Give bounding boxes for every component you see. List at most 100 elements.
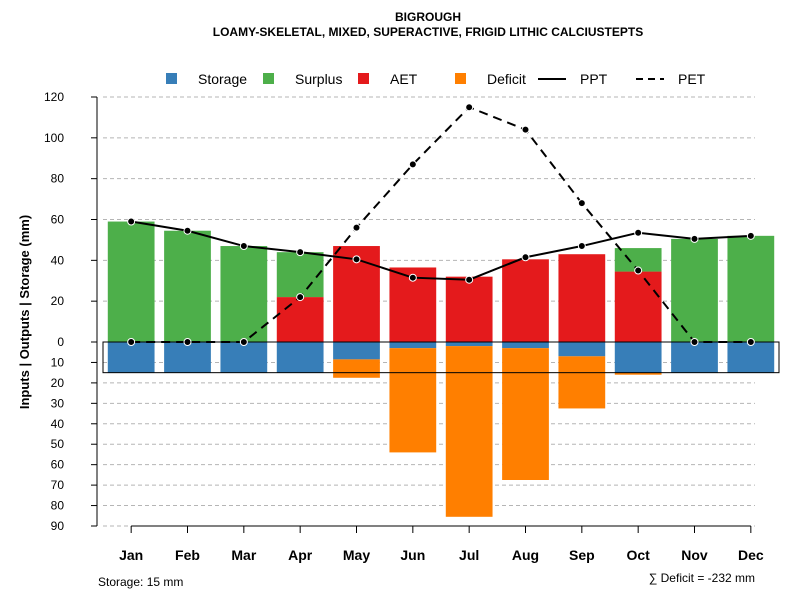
storage-bar-apr xyxy=(276,342,324,373)
ppt-point-oct xyxy=(634,228,643,237)
pet-point-aug xyxy=(521,125,530,134)
x-tick-label-jan: Jan xyxy=(119,547,143,563)
x-tick-label-feb: Feb xyxy=(175,547,200,563)
y-tick-label: 70 xyxy=(51,478,65,492)
pet-point-apr xyxy=(296,293,305,302)
deficit-bar-jun xyxy=(389,348,437,453)
y-tick-label: 40 xyxy=(51,417,65,431)
legend-swatch-storage xyxy=(166,73,177,84)
y-tick-label: 30 xyxy=(51,396,65,410)
legend-label-storage: Storage xyxy=(198,71,247,87)
pet-point-jul xyxy=(465,103,474,112)
surplus-bar-dec xyxy=(727,235,775,342)
ppt-point-jan xyxy=(127,217,136,226)
deficit-bar-jul xyxy=(445,346,493,517)
storage-bar-may xyxy=(333,342,380,360)
aet-bar-apr xyxy=(276,297,324,342)
legend-label-ppt: PPT xyxy=(580,71,608,87)
storage-bar-sep xyxy=(558,342,606,357)
surplus-bar-apr xyxy=(276,252,324,298)
legend-label-pet: PET xyxy=(678,71,706,87)
legend-swatch-deficit xyxy=(455,73,466,84)
pet-point-jan xyxy=(127,338,136,346)
y-tick-label: 80 xyxy=(51,499,65,513)
legend: Storage Surplus AET Deficit PPT PET xyxy=(166,71,706,87)
y-tick-label: 100 xyxy=(44,131,64,145)
y-tick-label: 80 xyxy=(51,172,65,186)
aet-bar-oct xyxy=(614,271,662,342)
storage-bar-mar xyxy=(220,342,268,373)
aet-bar-aug xyxy=(502,259,549,342)
legend-label-deficit: Deficit xyxy=(487,71,526,87)
storage-bar-jan xyxy=(107,342,155,373)
chart-title: BIGROUGH xyxy=(395,10,461,24)
storage-bar-nov xyxy=(671,342,718,373)
surplus-bar-feb xyxy=(164,230,211,342)
aet-bar-jul xyxy=(445,276,493,342)
storage-note: Storage: 15 mm xyxy=(98,575,183,589)
series-lines xyxy=(127,103,755,346)
legend-swatch-surplus xyxy=(263,73,274,84)
ppt-point-mar xyxy=(239,242,248,251)
x-tick-label-nov: Nov xyxy=(681,547,708,563)
y-tick-label: 0 xyxy=(57,335,64,349)
ppt-point-nov xyxy=(690,234,699,243)
pet-point-jun xyxy=(408,160,417,169)
surplus-bar-mar xyxy=(220,246,268,342)
pet-point-may xyxy=(352,223,361,232)
aet-bar-sep xyxy=(558,254,606,342)
ppt-point-apr xyxy=(296,248,305,257)
pet-point-feb xyxy=(183,338,192,346)
x-tick-label-dec: Dec xyxy=(738,547,764,563)
y-tick-label: 40 xyxy=(51,253,65,267)
x-tick-label-jun: Jun xyxy=(400,547,425,563)
x-tick-label-jul: Jul xyxy=(459,547,479,563)
pet-point-sep xyxy=(577,199,586,208)
ppt-point-dec xyxy=(746,231,755,240)
x-tick-label-sep: Sep xyxy=(569,547,595,563)
deficit-bar-may xyxy=(333,359,380,378)
y-axis-label: Inputs | Outputs | Storage (mm) xyxy=(17,215,32,409)
legend-label-surplus: Surplus xyxy=(295,71,342,87)
ppt-point-jun xyxy=(408,273,417,282)
pet-point-nov xyxy=(690,338,699,346)
storage-bar-jun xyxy=(389,342,437,349)
y-tick-label: 60 xyxy=(51,458,65,472)
x-tick-label-aug: Aug xyxy=(512,547,539,563)
storage-bar-aug xyxy=(502,342,549,349)
pet-point-oct xyxy=(634,266,643,275)
y-tick-label: 20 xyxy=(51,294,65,308)
storage-bar-oct xyxy=(614,342,662,373)
ppt-point-jul xyxy=(465,275,474,284)
deficit-bar-sep xyxy=(558,356,606,409)
surplus-bar-jan xyxy=(107,221,155,342)
ppt-point-feb xyxy=(183,226,192,235)
ppt-line xyxy=(131,220,751,281)
legend-label-aet: AET xyxy=(390,71,418,87)
y-tick-label: 120 xyxy=(44,90,64,104)
pet-point-mar xyxy=(239,338,248,346)
legend-swatch-aet xyxy=(358,73,369,84)
ppt-point-sep xyxy=(577,242,586,251)
deficit-bar-aug xyxy=(502,348,549,480)
chart-subtitle: LOAMY-SKELETAL, MIXED, SUPERACTIVE, FRIG… xyxy=(213,25,643,39)
y-tick-label: 60 xyxy=(51,213,65,227)
x-tick-label-may: May xyxy=(343,547,370,563)
storage-capacity-box xyxy=(102,341,780,374)
axes: 0 20 40 60 80 100 120 10 20 30 40 50 60 70 80 90 Jan Feb M… xyxy=(44,90,764,563)
x-tick-label-oct: Oct xyxy=(626,547,650,563)
y-tick-label: 10 xyxy=(51,355,65,369)
y-tick-label: 20 xyxy=(51,376,65,390)
surplus-bar-nov xyxy=(671,238,718,342)
ppt-point-aug xyxy=(521,253,530,262)
deficit-bar-oct xyxy=(614,372,662,375)
bars xyxy=(102,221,780,517)
storage-bar-feb xyxy=(164,342,211,373)
ppt-point-may xyxy=(352,255,361,264)
deficit-note: ∑ Deficit = -232 mm xyxy=(649,571,755,585)
storage-bar-dec xyxy=(727,342,775,373)
storage-bar-jul xyxy=(445,342,493,347)
x-tick-label-mar: Mar xyxy=(231,547,256,563)
y-tick-label: 50 xyxy=(51,437,65,451)
